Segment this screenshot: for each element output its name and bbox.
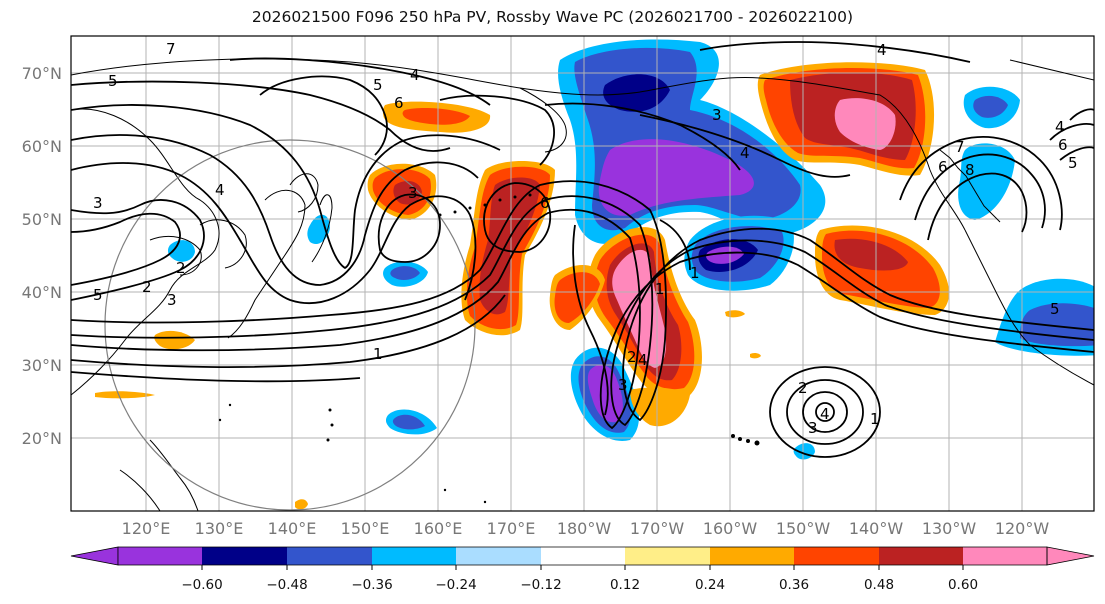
- islands: [218, 193, 760, 504]
- contour-label: 2: [142, 278, 152, 296]
- colorbar-bin: [710, 547, 794, 565]
- colorbar-bin: [202, 547, 287, 565]
- lat-label: 60°N: [22, 137, 62, 156]
- map-frame: [70, 35, 1095, 512]
- latitude-labels: 70°N 60°N 50°N 40°N 30°N 20°N: [22, 64, 62, 448]
- contour-label: 4: [1055, 118, 1065, 136]
- colorbar-bin: [541, 547, 625, 565]
- lat-label: 20°N: [22, 429, 62, 448]
- contour-label: 2: [627, 348, 637, 366]
- contour-label: 3: [618, 376, 628, 394]
- colorbar-bin: [456, 547, 541, 565]
- contour-label: 6: [938, 158, 948, 176]
- contour-label: 3: [712, 106, 722, 124]
- colorbar-tick-label: 0.60: [948, 577, 978, 593]
- lon-label: 150°E: [341, 519, 390, 538]
- colorbar-tick-label: 0.12: [610, 577, 640, 593]
- lon-label: 140°E: [268, 519, 317, 538]
- contour-label: 5: [373, 76, 383, 94]
- colorbar-bin: [118, 547, 202, 565]
- contour-label: 2: [176, 259, 186, 277]
- colorbar-tick-label: −0.60: [181, 577, 222, 593]
- contour-label: 1: [690, 264, 700, 282]
- contour-label: 2: [798, 379, 808, 397]
- lat-label: 50°N: [22, 210, 62, 229]
- lat-label: 40°N: [22, 283, 62, 302]
- lon-label: 130°E: [195, 519, 244, 538]
- positive-anomaly-central-pacific: [549, 227, 702, 427]
- contour-label: 3: [408, 184, 418, 202]
- contour-label: 5: [1050, 300, 1060, 318]
- colorbar-tick-label: 0.48: [864, 577, 894, 593]
- positive-anomaly-gulf-alaska-north: [757, 62, 935, 176]
- contour-label: 5: [108, 72, 118, 90]
- colorbar-bin: [287, 547, 372, 565]
- colorbar-extend-low: [70, 546, 119, 566]
- contour-label: 4: [820, 405, 830, 423]
- contour-label: 7: [955, 138, 965, 156]
- colorbar-tick-label: 0.24: [695, 577, 725, 593]
- lat-label: 70°N: [22, 64, 62, 83]
- colorbar: −0.60 −0.48 −0.36 −0.24 −0.12 0.12 0.24 …: [70, 546, 1095, 593]
- lon-label: 180°W: [557, 519, 612, 538]
- lon-label: 120°W: [995, 519, 1050, 538]
- contour-label: 4: [410, 66, 420, 84]
- lat-label: 30°N: [22, 356, 62, 375]
- lon-label: 120°E: [122, 519, 171, 538]
- contour-label: 6: [1058, 136, 1068, 154]
- contour-label: 6: [540, 194, 550, 212]
- colorbar-tick-label: −0.24: [435, 577, 476, 593]
- contour-label: 4: [215, 181, 225, 199]
- lon-label: 170°W: [630, 519, 685, 538]
- contour-label: 3: [808, 419, 818, 437]
- contour-label: 4: [877, 41, 887, 59]
- contour-label: 3: [167, 291, 177, 309]
- contour-label: 1: [655, 280, 665, 298]
- contour-label: 3: [93, 194, 103, 212]
- positive-anomaly-east-pacific: [815, 225, 950, 315]
- colorbar-tick-label: 0.36: [779, 577, 809, 593]
- lon-label: 160°W: [703, 519, 758, 538]
- contour-label: 1: [870, 410, 880, 428]
- map-title: 2026021500 F096 250 hPa PV, Rossby Wave …: [251, 8, 854, 26]
- colorbar-bin: [794, 547, 879, 565]
- lon-label: 150°W: [776, 519, 831, 538]
- colorbar-bin: [372, 547, 456, 565]
- lon-label: 160°E: [414, 519, 463, 538]
- contour-label: 5: [1068, 154, 1078, 172]
- lon-label: 170°E: [487, 519, 536, 538]
- negative-anomaly-hawaii: [570, 347, 640, 441]
- colorbar-tick-label: −0.48: [266, 577, 307, 593]
- colorbar-bin: [879, 547, 963, 565]
- contour-label: 4: [638, 351, 648, 369]
- contour-label: 5: [93, 286, 103, 304]
- colorbar-bin: [963, 547, 1047, 565]
- colorbar-extend-high: [1046, 546, 1095, 566]
- contour-label: 4: [740, 144, 750, 162]
- contour-label: 7: [166, 40, 176, 58]
- colorbar-tick-label: −0.12: [520, 577, 561, 593]
- contour-labels: 5 4 5 6 3 2 5 3 4 1 3 6 1 2 3 4 4 1 2 3 …: [93, 40, 1078, 437]
- pv-contours: [71, 41, 1094, 458]
- longitude-labels: 120°E 130°E 140°E 150°E 160°E 170°E 180°…: [122, 519, 1050, 538]
- contour-label: 1: [373, 345, 383, 363]
- negative-anomaly-gulf-of-alaska: [684, 215, 794, 291]
- range-circle: [104, 139, 476, 511]
- lon-label: 140°W: [849, 519, 904, 538]
- lon-label: 130°W: [922, 519, 977, 538]
- negative-anomaly-small: [167, 86, 1094, 460]
- colorbar-tick-label: −0.36: [351, 577, 392, 593]
- contour-label: 6: [394, 94, 404, 112]
- contour-label: 8: [965, 161, 975, 179]
- colorbar-bin: [625, 547, 710, 565]
